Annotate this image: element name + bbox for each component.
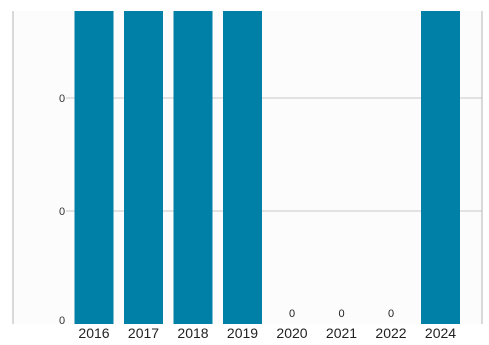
bar-2024[interactable] xyxy=(421,11,460,324)
bar-2018[interactable] xyxy=(173,11,213,324)
bar-2019[interactable] xyxy=(223,11,262,324)
x-tick-label-2018: 2018 xyxy=(177,325,208,341)
data-labels: 0 0 0 xyxy=(289,308,394,320)
x-tick-label-2024: 2024 xyxy=(425,325,456,341)
x-tick-label-2020: 2020 xyxy=(276,325,307,341)
x-tick-label-2016: 2016 xyxy=(78,325,109,341)
x-axis-labels: 2016 2017 2018 2019 2020 2021 2022 2024 xyxy=(78,325,456,341)
y-tick-label: 0 xyxy=(59,206,65,218)
x-tick-label-2022: 2022 xyxy=(375,325,406,341)
data-label-2022: 0 xyxy=(388,308,394,320)
bar-2017[interactable] xyxy=(124,11,163,324)
x-tick-label-2019: 2019 xyxy=(227,325,258,341)
y-axis-tick-labels: 0 0 0 xyxy=(59,93,65,327)
bar-2016[interactable] xyxy=(74,11,114,324)
plot-frame xyxy=(12,11,483,324)
x-tick-label-2021: 2021 xyxy=(326,325,357,341)
x-tick-label-2017: 2017 xyxy=(128,325,159,341)
y-tick-label: 0 xyxy=(59,315,65,327)
y-tick-label: 0 xyxy=(59,93,65,105)
bars xyxy=(74,11,460,324)
data-label-2020: 0 xyxy=(289,308,295,320)
data-label-2021: 0 xyxy=(338,308,344,320)
